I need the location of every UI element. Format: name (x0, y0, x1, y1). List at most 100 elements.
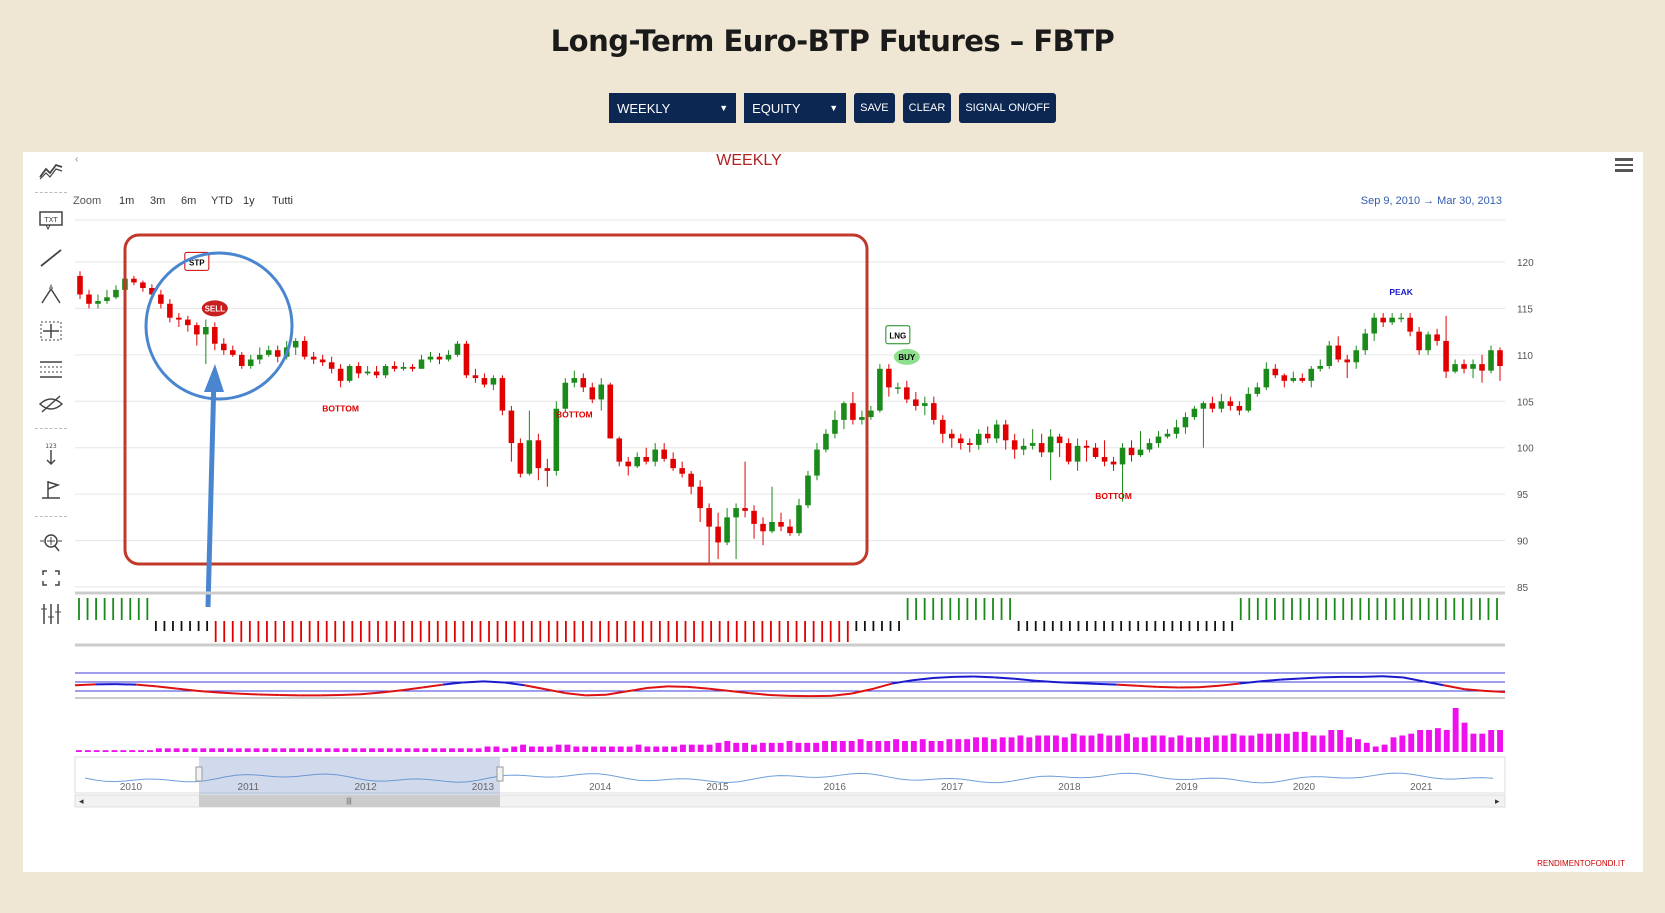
oscillator-line (1484, 689, 1506, 693)
scrollbar-grip-icon[interactable]: ||| (346, 798, 352, 805)
volume-bar (1070, 733, 1077, 752)
candle-body (95, 301, 101, 304)
volume-bar (1328, 730, 1335, 752)
candle-body (508, 410, 515, 444)
oscillator-line (74, 683, 96, 687)
candle-body (113, 289, 119, 298)
candle-body (1011, 440, 1018, 450)
oscillator-line (851, 688, 872, 695)
collapse-toolbar-button[interactable]: ‹ (75, 154, 79, 165)
y-tick-label: 110 (1517, 351, 1533, 362)
horizontal-lines-icon[interactable] (35, 352, 67, 384)
volume-bar (617, 746, 624, 752)
navigator-year-label: 2016 (824, 782, 847, 793)
oscillator-line (463, 680, 484, 684)
highlight-arrow-head (204, 364, 224, 392)
candle-body (463, 343, 470, 376)
volume-bar (919, 739, 926, 752)
zoom-button-1m[interactable]: 1m (119, 195, 134, 207)
oscillator-line (1035, 679, 1056, 684)
hide-icon[interactable] (35, 388, 67, 420)
zoom-button-1y[interactable]: 1y (243, 195, 255, 207)
volume-bar (1266, 733, 1273, 752)
volume-bar (1221, 735, 1228, 752)
zoom-button-6m[interactable]: 6m (181, 195, 196, 207)
oscillator-line (1137, 684, 1158, 688)
oscillator-line (1014, 677, 1036, 682)
zoom-button-ytd[interactable]: YTD (211, 195, 233, 207)
volume-bar (795, 742, 802, 752)
volume-bar (155, 748, 162, 752)
signal-lng-box (885, 325, 911, 345)
candle-body (1461, 364, 1467, 369)
volume-bar (244, 748, 251, 752)
timeframe-select[interactable]: WEEKLY ▼ (609, 93, 737, 123)
volume-bar (1106, 735, 1113, 752)
text-annotation-icon[interactable]: TXT (35, 204, 67, 236)
candle-body (445, 354, 452, 360)
candle-body (984, 433, 991, 439)
indicators-icon[interactable] (35, 154, 67, 186)
measure-icon[interactable]: 123 (35, 438, 67, 470)
adjust-icon[interactable] (35, 598, 67, 630)
candle-body (364, 371, 371, 374)
save-button[interactable]: SAVE (854, 93, 895, 123)
volume-bar (839, 741, 846, 752)
candle-body (1209, 403, 1216, 409)
volume-bar (564, 744, 571, 752)
navigator-series (84, 772, 1494, 784)
scroll-left-icon[interactable]: ◂ (79, 796, 84, 806)
candle-body (868, 410, 874, 418)
zoom-icon[interactable] (35, 526, 67, 558)
line-icon[interactable] (35, 242, 67, 274)
volume-bar (964, 739, 971, 752)
scrollbar-thumb[interactable] (199, 795, 500, 807)
oscillator-line (749, 692, 770, 697)
chart-title: WEEKLY (716, 152, 782, 169)
type-select[interactable]: EQUITY ▼ (744, 93, 847, 123)
volume-bar (626, 746, 633, 752)
candle-body (1047, 436, 1054, 453)
oscillator-line (1443, 684, 1465, 691)
crosshair-icon[interactable] (35, 315, 67, 347)
candle-body (1191, 408, 1198, 418)
flag-icon[interactable] (35, 474, 67, 506)
volume-bar (591, 746, 598, 752)
oscillator-line (830, 692, 852, 697)
scroll-right-icon[interactable]: ▸ (1495, 796, 1500, 806)
volume-bar (102, 750, 109, 752)
volume-bar (697, 744, 704, 752)
oscillator-line (728, 689, 750, 695)
signal-toggle-button[interactable]: SIGNAL ON/OFF (959, 93, 1056, 123)
navigator-year-label: 2021 (1410, 782, 1433, 793)
volume-bar (1248, 735, 1255, 752)
candle-body (1101, 457, 1108, 462)
volume-bar (1426, 730, 1432, 752)
menu-icon[interactable] (1615, 158, 1633, 172)
candle-body (913, 399, 919, 406)
fullscreen-icon[interactable] (35, 562, 67, 594)
navigator-handle-left[interactable] (195, 766, 203, 782)
candle-body (86, 294, 92, 304)
navigator-handle-right[interactable] (496, 766, 504, 782)
oscillator-line (238, 692, 259, 696)
candle-body (598, 384, 605, 400)
zoom-button-3m[interactable]: 3m (150, 195, 165, 207)
volume-bar (395, 748, 402, 752)
volume-bar (351, 748, 358, 752)
volume-bar (502, 748, 509, 752)
oscillator-line (932, 675, 954, 679)
volume-bar (973, 737, 979, 752)
volume-bar (1337, 730, 1344, 752)
fibonacci-icon[interactable]: A (35, 279, 67, 311)
zoom-button-tutti[interactable]: Tutti (272, 195, 293, 207)
clear-button[interactable]: CLEAR (902, 93, 952, 123)
candle-body (238, 354, 245, 366)
volume-bar (1346, 737, 1353, 752)
candle-body (733, 508, 739, 518)
oscillator-line (687, 685, 709, 690)
navigator-year-label: 2015 (706, 782, 729, 793)
volume-bar (1141, 737, 1148, 752)
candle-body (823, 433, 829, 450)
volume-bar (182, 748, 189, 752)
